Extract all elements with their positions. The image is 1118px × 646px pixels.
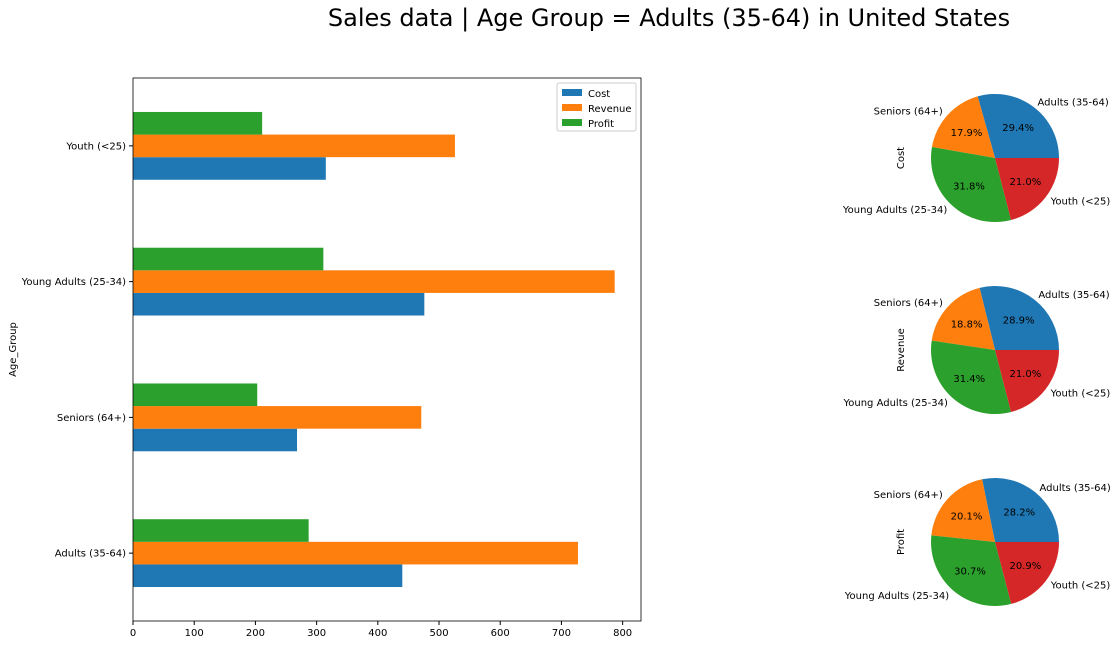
legend-swatch-revenue [562,104,582,111]
y-tick-label: Adults (35-64) [55,549,126,560]
bar-profit-youth-25 [133,111,263,135]
pie-percent-label: 28.9% [1003,315,1035,326]
bar-cost-adults-35-64 [133,564,403,588]
pie-percent-label: 20.9% [1010,561,1042,572]
pie-percent-label: 28.2% [1003,508,1035,519]
legend-label-cost: Cost [588,89,610,100]
y-tick-label: Seniors (64+) [57,413,126,424]
y-axis-label: Age_Group [8,322,19,377]
chart-title: Sales data | Age Group = Adults (35-64) … [328,4,1010,32]
pie-slice-young-adults-25-34 [931,535,1012,607]
pie-slice-label: Adults (35-64) [1038,290,1109,301]
pie-ylabel: Revenue [896,328,907,372]
pie-slice-adults-35-64 [977,94,1059,158]
pie-revenue: 28.9% Adults (35-64) 18.8% Seniors (64+) 31.… [842,285,1111,414]
bar-profit-seniors-64 [133,383,258,407]
bar-chart: Adults (35-64) Seniors (64+) Young Adults … [8,77,642,639]
bar-profit-adults-35-64 [133,519,309,542]
pie-slice-seniors-64 [931,96,995,158]
legend-swatch-profit [562,119,582,126]
pie-slice-adults-35-64 [979,285,1059,350]
pie-ylabel: Profit [896,529,907,555]
pie-slice-youth-25 [995,350,1059,412]
pie-slice-label: Youth (<25) [1050,197,1111,208]
pie-percent-label: 31.4% [953,374,985,385]
pie-slice-label: Young Adults (25-34) [842,398,947,409]
pie-slice-youth-25 [995,542,1059,604]
pie-percent-label: 21.0% [1009,369,1041,380]
pie-charts: 29.4% Adults (35-64) 17.9% Seniors (64+) 31.… [842,94,1111,607]
pie-percent-label: 31.8% [953,182,985,193]
pie-slice-youth-25 [995,158,1059,220]
plot-frame [132,77,642,622]
pie-slice-adults-35-64 [982,478,1059,542]
pie-percent-label: 20.1% [951,512,983,523]
pie-slice-label: Seniors (64+) [874,490,943,501]
pie-slice-seniors-64 [931,287,995,350]
pie-slice-young-adults-25-34 [930,147,1011,223]
x-tick-label: 800 [613,628,632,639]
bar-cost-seniors-64 [133,428,298,452]
x-tick-label: 200 [246,628,265,639]
x-tick-label: 0 [130,628,136,639]
pie-slice-young-adults-25-34 [931,340,1011,414]
x-tick-label: 500 [429,628,448,639]
pie-slice-label: Seniors (64+) [874,106,943,117]
pie-percent-label: 30.7% [954,567,986,578]
pie-profit: 28.2% Adults (35-64) 20.1% Seniors (64+) 30.… [844,478,1111,607]
pie-percent-label: 29.4% [1002,123,1034,134]
legend: Cost Revenue Profit [556,82,637,132]
x-tick-label: 300 [307,628,326,639]
x-tick-label: 700 [552,628,571,639]
pie-slice-label: Seniors (64+) [874,298,943,309]
pie-slice-label: Young Adults (25-34) [844,591,949,602]
pie-slice-label: Adults (35-64) [1039,483,1110,494]
pie-slice-label: Youth (<25) [1050,581,1111,592]
pie-slice-label: Adults (35-64) [1037,97,1108,108]
bar-cost-young-adults-25-34 [133,292,425,316]
x-tick-label: 600 [491,628,510,639]
pie-percent-label: 18.8% [951,320,983,331]
pie-percent-label: 17.9% [951,128,983,139]
bar-revenue-seniors-64 [133,406,422,429]
bar-cost-youth-25 [133,157,326,180]
pie-slice-label: Young Adults (25-34) [842,205,947,216]
pie-slice-label: Youth (<25) [1050,389,1111,400]
pie-slice-seniors-64 [931,479,995,542]
pie-percent-label: 21.0% [1009,177,1041,188]
legend-swatch-cost [562,89,582,96]
legend-label-profit: Profit [588,119,614,130]
legend-label-revenue: Revenue [588,104,632,115]
y-tick-label: Youth (<25) [65,141,126,152]
bar-profit-young-adults-25-34 [133,247,324,271]
bar-revenue-adults-35-64 [133,541,578,565]
bar-revenue-young-adults-25-34 [133,270,615,293]
y-tick-label: Young Adults (25-34) [21,277,126,288]
bar-revenue-youth-25 [133,134,455,158]
pie-ylabel: Cost [896,147,907,169]
x-tick-label: 400 [368,628,387,639]
pie-cost: 29.4% Adults (35-64) 17.9% Seniors (64+) 31.… [842,94,1111,223]
x-tick-label: 100 [185,628,204,639]
